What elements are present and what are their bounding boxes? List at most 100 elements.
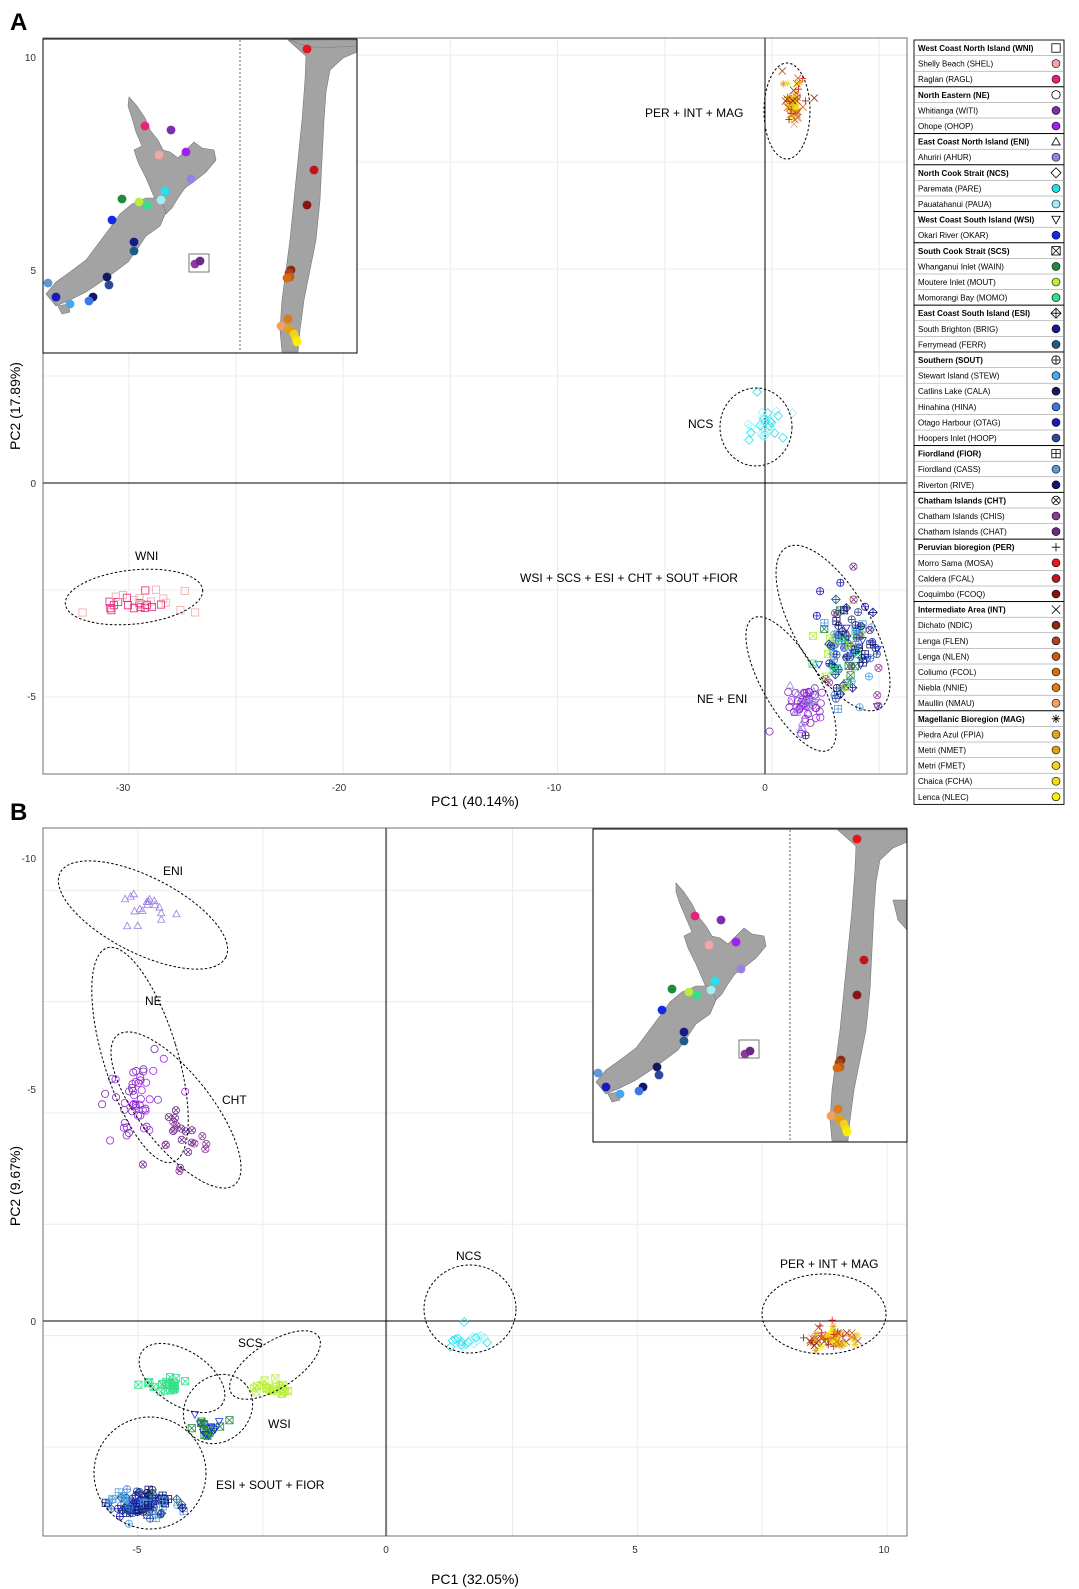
data-point <box>202 1139 211 1148</box>
data-point <box>802 688 811 697</box>
legend-item-label: Coliumo (FCOL) <box>918 668 977 677</box>
x-tick-label: 5 <box>632 1545 638 1556</box>
x-tick-label: -5 <box>133 1545 142 1556</box>
site-marker <box>129 246 139 256</box>
data-point <box>854 608 863 617</box>
data-point <box>764 425 775 436</box>
site-marker <box>302 44 312 54</box>
legend-item-label: Metri (FMET) <box>918 762 965 771</box>
legend-item-swatch <box>1051 324 1061 334</box>
data-point <box>137 1086 146 1095</box>
legend-item-swatch <box>1051 683 1061 692</box>
data-point <box>865 626 874 635</box>
legend-item-label: Hinahina (HINA) <box>918 403 977 412</box>
data-point <box>135 1488 144 1497</box>
data-point <box>783 103 792 112</box>
data-point <box>134 1380 143 1389</box>
legend-item-label: Pauatahanui (PAUA) <box>918 200 992 209</box>
site-marker <box>706 985 716 995</box>
data-point <box>466 1335 477 1346</box>
legend-section-title: East Coast South Island (ESI) <box>918 309 1030 318</box>
data-point <box>161 1141 170 1150</box>
data-point <box>148 1489 158 1500</box>
legend-item-swatch <box>1051 558 1061 568</box>
data-point <box>858 637 867 645</box>
legend-item-swatch <box>1051 418 1061 427</box>
data-point <box>844 653 853 662</box>
data-point <box>773 410 784 421</box>
x-tick-label: -30 <box>116 783 131 794</box>
data-point <box>792 79 801 88</box>
inset-frame <box>592 828 908 1143</box>
site-marker <box>601 1082 611 1092</box>
data-point <box>153 1095 162 1104</box>
data-point <box>832 684 841 693</box>
site-marker <box>667 984 677 994</box>
data-point <box>136 599 145 608</box>
legend-symbol <box>1051 714 1061 723</box>
group-ellipse <box>763 62 811 160</box>
data-point <box>835 1332 843 1340</box>
data-point <box>142 600 151 609</box>
data-point <box>779 80 787 88</box>
data-point <box>834 621 843 630</box>
panel-label: B <box>10 799 27 826</box>
data-point <box>133 921 143 929</box>
data-point <box>158 1496 167 1505</box>
data-point <box>135 594 144 603</box>
legend-symbol <box>1051 355 1061 365</box>
legend-item-label: Hoopers Inlet (HOOP) <box>918 434 997 443</box>
data-points <box>78 67 883 740</box>
plot-frame <box>42 827 908 1537</box>
legend-item-swatch <box>1051 433 1061 443</box>
y-axis-label: PC2 (17.89%) <box>7 362 23 450</box>
data-point <box>808 631 817 640</box>
data-point <box>806 718 815 727</box>
data-point <box>826 641 835 650</box>
site-marker <box>160 186 170 196</box>
legend-symbol <box>1051 543 1061 552</box>
legend-item-swatch <box>1051 386 1061 396</box>
x-tick-label: -20 <box>332 783 347 794</box>
group-ellipse <box>229 1330 321 1400</box>
x-axis-label: PC1 (40.14%) <box>431 793 519 809</box>
x-tick-label: 0 <box>383 1545 389 1556</box>
site-marker <box>43 278 53 288</box>
data-point <box>130 1091 139 1100</box>
legend-section: West Coast South Island (WSI) Okari River… <box>913 211 1065 244</box>
data-point <box>225 1416 234 1425</box>
data-point <box>814 1323 823 1332</box>
data-point <box>201 1431 210 1439</box>
legend-item-label: South Brighton (BRIG) <box>918 325 998 334</box>
legend-item-swatch <box>1051 620 1061 630</box>
data-point <box>113 1504 122 1513</box>
legend-item-swatch <box>1051 106 1061 115</box>
data-point <box>851 641 860 650</box>
data-point <box>198 1132 207 1141</box>
legend-section: Chatham Islands (CHT) Chatham Islands (CH… <box>913 491 1065 540</box>
data-point <box>171 1494 182 1505</box>
data-point <box>145 894 154 903</box>
data-point <box>831 694 840 703</box>
data-point <box>858 658 867 667</box>
legend-item-label: Coquimbo (FCOQ) <box>918 590 985 599</box>
y-tick-label: 0 <box>30 479 36 490</box>
inset-frame <box>42 38 358 354</box>
data-point <box>445 1342 456 1352</box>
data-point <box>746 427 756 438</box>
data-point <box>828 1316 836 1324</box>
data-point <box>759 431 770 442</box>
data-point <box>820 618 829 627</box>
data-point <box>803 708 813 717</box>
legend-item-swatch <box>1051 652 1061 661</box>
data-point <box>874 663 883 672</box>
data-point <box>817 1343 825 1351</box>
group-ellipse <box>110 1031 242 1189</box>
data-point <box>130 906 139 915</box>
legend-item-swatch <box>1051 589 1061 599</box>
data-point <box>851 621 860 630</box>
data-point <box>260 1376 269 1385</box>
legend-item-swatch <box>1051 761 1061 770</box>
data-point <box>149 1066 158 1075</box>
